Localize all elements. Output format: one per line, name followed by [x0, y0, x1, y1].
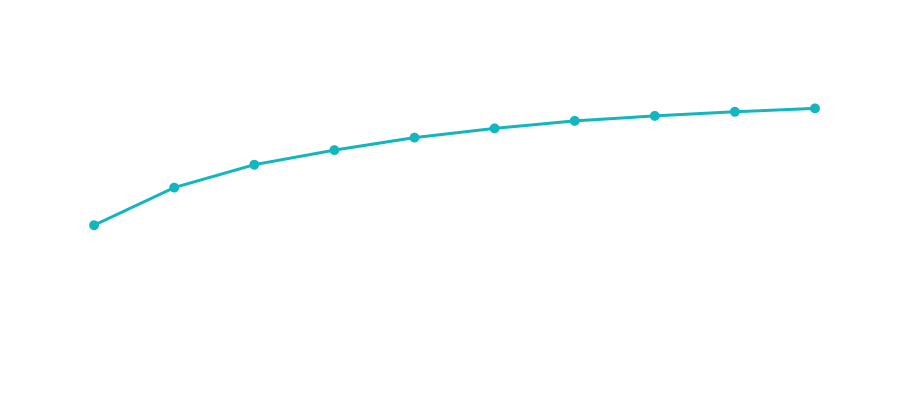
series-layer [89, 103, 820, 231]
data-point-0-5[interactable] [489, 123, 500, 134]
data-point-0-3[interactable] [329, 145, 340, 156]
data-point-0-4[interactable] [409, 132, 420, 143]
data-point-0-6[interactable] [569, 115, 580, 126]
data-point-0-7[interactable] [649, 110, 660, 121]
data-point-0-8[interactable] [729, 106, 740, 117]
data-point-0-2[interactable] [249, 159, 260, 170]
series-line-0 [92, 106, 817, 227]
data-point-0-9[interactable] [810, 103, 820, 114]
data-point-0-1[interactable] [169, 182, 180, 193]
data-point-0-0[interactable] [89, 220, 100, 231]
